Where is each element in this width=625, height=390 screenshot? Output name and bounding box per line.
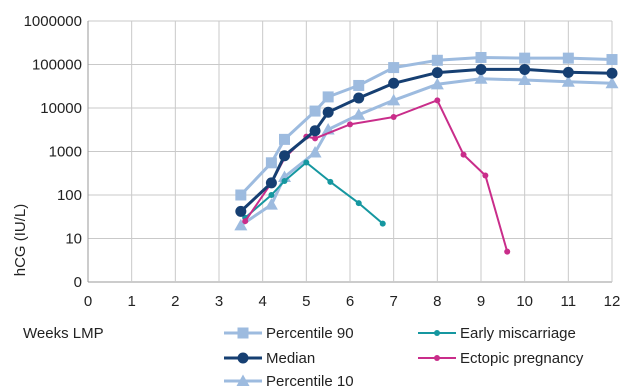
data-point-percentile-10 (264, 198, 278, 210)
y-tick-label: 1000 (49, 144, 82, 161)
data-point-median (309, 125, 321, 137)
data-point-median (388, 77, 400, 89)
data-point-percentile-90 (322, 91, 334, 103)
legend-label: Median (266, 350, 315, 367)
y-tick-label: 0 (74, 274, 82, 291)
series-line-median (239, 67, 613, 213)
data-point-ectopic-pregnancy (482, 172, 489, 179)
series-median (235, 63, 618, 217)
data-point-percentile-90 (309, 105, 321, 117)
data-point-percentile-90 (235, 189, 247, 201)
data-point-median (475, 63, 487, 75)
grid (87, 20, 613, 283)
series-early-miscarriage (242, 159, 386, 227)
data-point-percentile-10 (518, 73, 532, 86)
data-point-median (519, 63, 531, 75)
data-point-ectopic-pregnancy (347, 121, 353, 128)
y-tick-label: 10 (65, 231, 82, 248)
x-tick-label: 6 (346, 293, 354, 310)
data-point-median (606, 67, 618, 79)
data-point-early-miscarriage (327, 178, 334, 185)
data-point-percentile-90 (388, 62, 400, 74)
data-point-early-miscarriage (303, 159, 310, 166)
data-point-ectopic-pregnancy (504, 248, 511, 255)
data-point-percentile-10 (234, 218, 248, 231)
data-point-percentile-90 (265, 157, 277, 169)
series-percentile-90 (235, 51, 618, 201)
x-tick-label: 5 (302, 293, 310, 310)
y-tick-label: 10000 (40, 100, 82, 117)
data-point-ectopic-pregnancy (242, 218, 249, 225)
x-tick-label: 2 (171, 293, 179, 310)
data-point-percentile-90 (475, 51, 487, 63)
data-point-percentile-90 (519, 52, 531, 64)
y-axis-ticks: 0 10 100 1000 10000 100000 1000000 (24, 13, 82, 291)
y-tick-label: 100 (57, 187, 82, 204)
x-axis-title: Weeks LMP (23, 325, 104, 342)
data-point-ectopic-pregnancy (312, 135, 319, 142)
data-point-percentile-90 (279, 133, 290, 145)
data-point-percentile-10 (561, 75, 575, 87)
series-line-early-miscarriage (244, 161, 384, 225)
legend-item-median: Median (224, 350, 315, 367)
data-point-percentile-90 (353, 79, 365, 91)
data-point-ectopic-pregnancy (390, 114, 397, 121)
x-tick-label: 9 (477, 293, 485, 310)
data-point-percentile-10 (352, 108, 366, 120)
legend-item-percentile-10: Percentile 10 (224, 373, 354, 390)
legend-marker-percentile-10 (236, 374, 250, 386)
legend-item-ectopic-pregnancy: Ectopic pregnancy (418, 350, 584, 367)
data-point-ectopic-pregnancy (460, 151, 467, 158)
data-point-median (353, 92, 365, 104)
data-point-median (279, 150, 290, 162)
legend-marker-median (237, 352, 249, 364)
series-line-percentile-90 (239, 56, 613, 197)
legend-marker-early-miscarriage (434, 330, 440, 336)
y-tick-label: 1000000 (24, 13, 82, 30)
legend-label: Early miscarriage (460, 325, 576, 342)
x-tick-label: 11 (561, 293, 577, 310)
data-point-percentile-10 (387, 93, 401, 106)
legend-label: Ectopic pregnancy (460, 350, 584, 367)
data-point-ectopic-pregnancy (434, 97, 441, 104)
x-tick-label: 1 (127, 293, 135, 310)
legend-marker-percentile-90 (237, 327, 249, 339)
data-point-median (265, 177, 277, 189)
x-tick-label: 0 (84, 293, 92, 310)
data-point-percentile-10 (308, 145, 322, 158)
data-point-median (562, 66, 574, 78)
series-line-percentile-10 (239, 77, 613, 227)
data-point-median (235, 205, 247, 217)
x-axis-ticks: 0 1 2 3 4 5 6 7 8 9 10 11 12 (84, 293, 621, 310)
data-point-early-miscarriage (268, 192, 275, 198)
legend-marker-ectopic-pregnancy (434, 355, 440, 361)
data-point-median (431, 67, 443, 79)
y-tick-label: 100000 (32, 57, 82, 74)
legend-item-early-miscarriage: Early miscarriage (418, 325, 576, 342)
data-point-early-miscarriage (379, 220, 386, 227)
series-layer (234, 51, 619, 255)
data-point-percentile-90 (431, 54, 443, 66)
data-point-percentile-90 (562, 52, 574, 64)
legend-label: Percentile 90 (266, 325, 354, 342)
legend-item-percentile-90: Percentile 90 (224, 325, 354, 342)
x-tick-label: 10 (516, 293, 533, 310)
legend: Percentile 90 Median Percentile 10 Early mi… (224, 325, 584, 390)
data-point-percentile-10 (605, 76, 619, 89)
y-axis-title: hCG (IU/L) (12, 204, 29, 277)
data-point-median (322, 106, 334, 118)
legend-label: Percentile 10 (266, 373, 354, 390)
x-tick-label: 3 (215, 293, 223, 310)
data-point-percentile-90 (606, 54, 618, 66)
data-point-percentile-10 (430, 77, 444, 90)
x-tick-label: 8 (433, 293, 441, 310)
data-point-early-miscarriage (355, 200, 362, 207)
x-tick-label: 4 (258, 293, 266, 310)
data-point-early-miscarriage (281, 177, 288, 184)
x-tick-label: 12 (604, 293, 621, 310)
data-point-percentile-10 (474, 72, 488, 84)
x-tick-label: 7 (389, 293, 397, 310)
